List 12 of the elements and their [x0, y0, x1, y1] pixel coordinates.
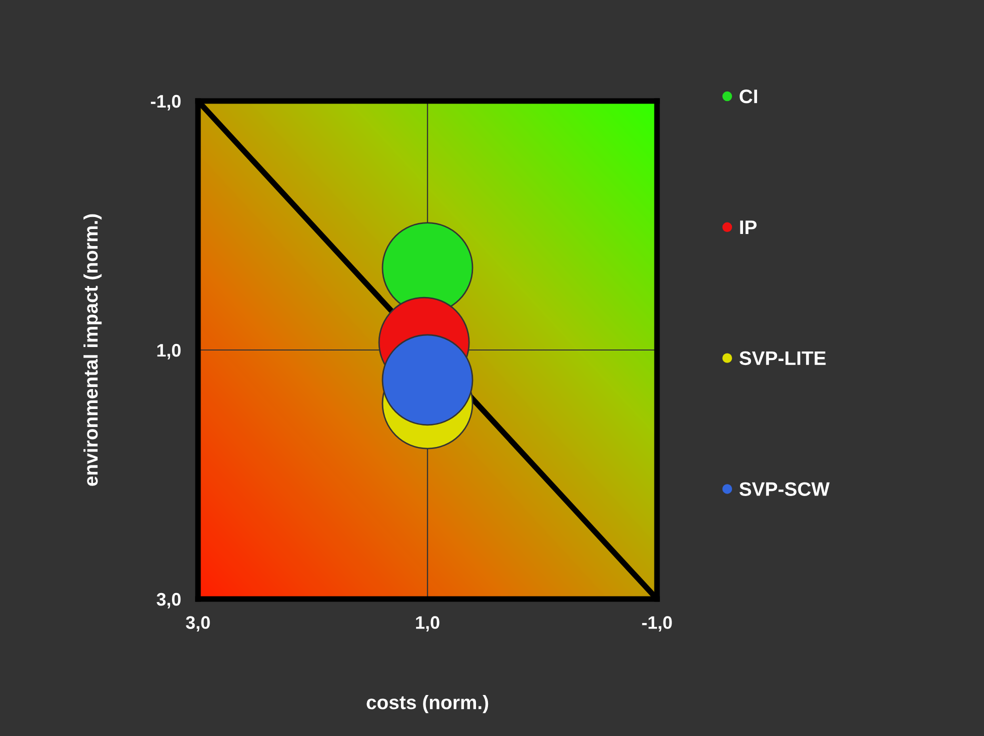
legend-label: SVP-LITE [739, 351, 826, 366]
y-tick-label: 3,0 [156, 592, 181, 608]
y-axis-title: environmental impact (norm.) [83, 214, 102, 486]
x-tick-label: 1,0 [416, 616, 440, 632]
y-tick-label: -1,0 [150, 94, 181, 110]
legend-label: CI [740, 89, 758, 104]
legend-label: IP [740, 220, 757, 234]
legend-label: SVP-SCW [739, 482, 830, 496]
x-tick-label: -1,0 [642, 616, 672, 632]
x-axis-title: costs (norm.) [366, 695, 488, 714]
x-tick-label: 3,0 [186, 616, 210, 632]
y-tick-label: 1,0 [157, 344, 181, 360]
